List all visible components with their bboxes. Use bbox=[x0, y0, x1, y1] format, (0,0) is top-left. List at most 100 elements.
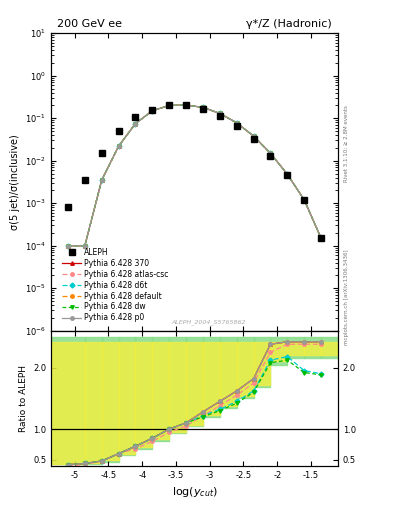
Pythia 6.428 d6t bbox=[150, 108, 155, 114]
Pythia 6.428 370 bbox=[200, 104, 205, 111]
ALEPH bbox=[83, 177, 87, 183]
Pythia 6.428 370 bbox=[184, 102, 189, 108]
Pythia 6.428 p0 bbox=[167, 102, 172, 109]
Pythia 6.428 p0 bbox=[234, 120, 239, 126]
Pythia 6.428 p0 bbox=[83, 243, 87, 249]
Line: Pythia 6.428 dw: Pythia 6.428 dw bbox=[66, 103, 323, 247]
Pythia 6.428 p0 bbox=[133, 120, 138, 126]
Pythia 6.428 atlas-csc bbox=[116, 143, 121, 150]
Pythia 6.428 p0 bbox=[302, 197, 307, 203]
Pythia 6.428 d6t bbox=[116, 143, 121, 150]
ALEPH bbox=[285, 173, 290, 179]
ALEPH bbox=[234, 123, 239, 130]
Pythia 6.428 dw bbox=[251, 133, 256, 139]
ALEPH bbox=[302, 197, 307, 203]
Line: Pythia 6.428 atlas-csc: Pythia 6.428 atlas-csc bbox=[66, 103, 323, 247]
Pythia 6.428 d6t bbox=[167, 102, 172, 109]
Text: 200 GeV ee: 200 GeV ee bbox=[57, 19, 122, 29]
Pythia 6.428 d6t bbox=[66, 243, 70, 249]
Pythia 6.428 370 bbox=[99, 177, 104, 183]
Pythia 6.428 p0 bbox=[150, 108, 155, 114]
Pythia 6.428 d6t bbox=[184, 102, 189, 108]
Pythia 6.428 atlas-csc bbox=[83, 243, 87, 249]
Pythia 6.428 atlas-csc bbox=[99, 177, 104, 183]
Pythia 6.428 370 bbox=[150, 108, 155, 114]
Y-axis label: σ(5 jet)/σ(inclusive): σ(5 jet)/σ(inclusive) bbox=[9, 134, 20, 230]
Pythia 6.428 d6t bbox=[217, 111, 222, 117]
Pythia 6.428 default bbox=[167, 102, 172, 109]
Pythia 6.428 default bbox=[268, 150, 273, 156]
Pythia 6.428 370 bbox=[167, 102, 172, 109]
Pythia 6.428 p0 bbox=[116, 143, 121, 150]
Pythia 6.428 dw bbox=[116, 143, 121, 150]
Pythia 6.428 d6t bbox=[251, 133, 256, 139]
Pythia 6.428 dw bbox=[167, 102, 172, 109]
ALEPH bbox=[133, 114, 138, 120]
Pythia 6.428 d6t bbox=[268, 150, 273, 156]
Pythia 6.428 atlas-csc bbox=[217, 111, 222, 117]
Pythia 6.428 default bbox=[319, 235, 323, 241]
Pythia 6.428 d6t bbox=[133, 120, 138, 126]
Pythia 6.428 atlas-csc bbox=[251, 133, 256, 139]
Pythia 6.428 370 bbox=[133, 120, 138, 126]
Pythia 6.428 default bbox=[116, 143, 121, 150]
ALEPH bbox=[217, 113, 222, 119]
Pythia 6.428 default bbox=[200, 104, 205, 111]
Pythia 6.428 atlas-csc bbox=[66, 243, 70, 249]
Pythia 6.428 370 bbox=[83, 243, 87, 249]
Line: ALEPH: ALEPH bbox=[65, 103, 324, 241]
Pythia 6.428 d6t bbox=[319, 235, 323, 241]
Pythia 6.428 default bbox=[150, 108, 155, 114]
ALEPH bbox=[99, 150, 104, 156]
Pythia 6.428 d6t bbox=[302, 197, 307, 203]
Pythia 6.428 dw bbox=[66, 243, 70, 249]
ALEPH bbox=[66, 204, 70, 210]
Pythia 6.428 370 bbox=[234, 120, 239, 126]
Pythia 6.428 atlas-csc bbox=[150, 108, 155, 114]
Pythia 6.428 dw bbox=[234, 120, 239, 126]
Pythia 6.428 p0 bbox=[200, 104, 205, 111]
Pythia 6.428 default bbox=[66, 243, 70, 249]
Pythia 6.428 d6t bbox=[285, 171, 290, 177]
ALEPH bbox=[150, 106, 155, 113]
Pythia 6.428 370 bbox=[217, 111, 222, 117]
Pythia 6.428 d6t bbox=[234, 120, 239, 126]
Pythia 6.428 atlas-csc bbox=[167, 102, 172, 109]
ALEPH bbox=[184, 102, 189, 109]
Pythia 6.428 d6t bbox=[200, 104, 205, 111]
Pythia 6.428 atlas-csc bbox=[285, 171, 290, 177]
Text: γ*/Z (Hadronic): γ*/Z (Hadronic) bbox=[246, 19, 332, 29]
Pythia 6.428 atlas-csc bbox=[302, 197, 307, 203]
Pythia 6.428 default bbox=[217, 111, 222, 117]
Pythia 6.428 p0 bbox=[251, 133, 256, 139]
Pythia 6.428 default bbox=[234, 120, 239, 126]
Pythia 6.428 dw bbox=[83, 243, 87, 249]
Pythia 6.428 p0 bbox=[285, 171, 290, 177]
Pythia 6.428 atlas-csc bbox=[184, 102, 189, 108]
Pythia 6.428 370 bbox=[251, 133, 256, 139]
Pythia 6.428 atlas-csc bbox=[133, 120, 138, 126]
Line: Pythia 6.428 default: Pythia 6.428 default bbox=[66, 103, 323, 247]
Pythia 6.428 p0 bbox=[319, 235, 323, 241]
ALEPH bbox=[200, 106, 205, 112]
Pythia 6.428 d6t bbox=[83, 243, 87, 249]
ALEPH bbox=[268, 153, 273, 159]
Pythia 6.428 370 bbox=[66, 243, 70, 249]
Pythia 6.428 p0 bbox=[99, 177, 104, 183]
Legend: ALEPH, Pythia 6.428 370, Pythia 6.428 atlas-csc, Pythia 6.428 d6t, Pythia 6.428 : ALEPH, Pythia 6.428 370, Pythia 6.428 at… bbox=[61, 246, 170, 324]
Pythia 6.428 370 bbox=[302, 197, 307, 203]
ALEPH bbox=[251, 136, 256, 142]
Pythia 6.428 dw bbox=[99, 177, 104, 183]
Pythia 6.428 default bbox=[251, 133, 256, 139]
Pythia 6.428 default bbox=[133, 120, 138, 126]
Pythia 6.428 370 bbox=[268, 150, 273, 156]
Pythia 6.428 atlas-csc bbox=[200, 104, 205, 111]
Pythia 6.428 default bbox=[285, 171, 290, 177]
Pythia 6.428 370 bbox=[319, 235, 323, 241]
Pythia 6.428 dw bbox=[285, 171, 290, 177]
Pythia 6.428 dw bbox=[268, 150, 273, 156]
Pythia 6.428 atlas-csc bbox=[319, 235, 323, 241]
Pythia 6.428 p0 bbox=[184, 102, 189, 108]
ALEPH bbox=[167, 102, 172, 109]
ALEPH bbox=[116, 128, 121, 134]
